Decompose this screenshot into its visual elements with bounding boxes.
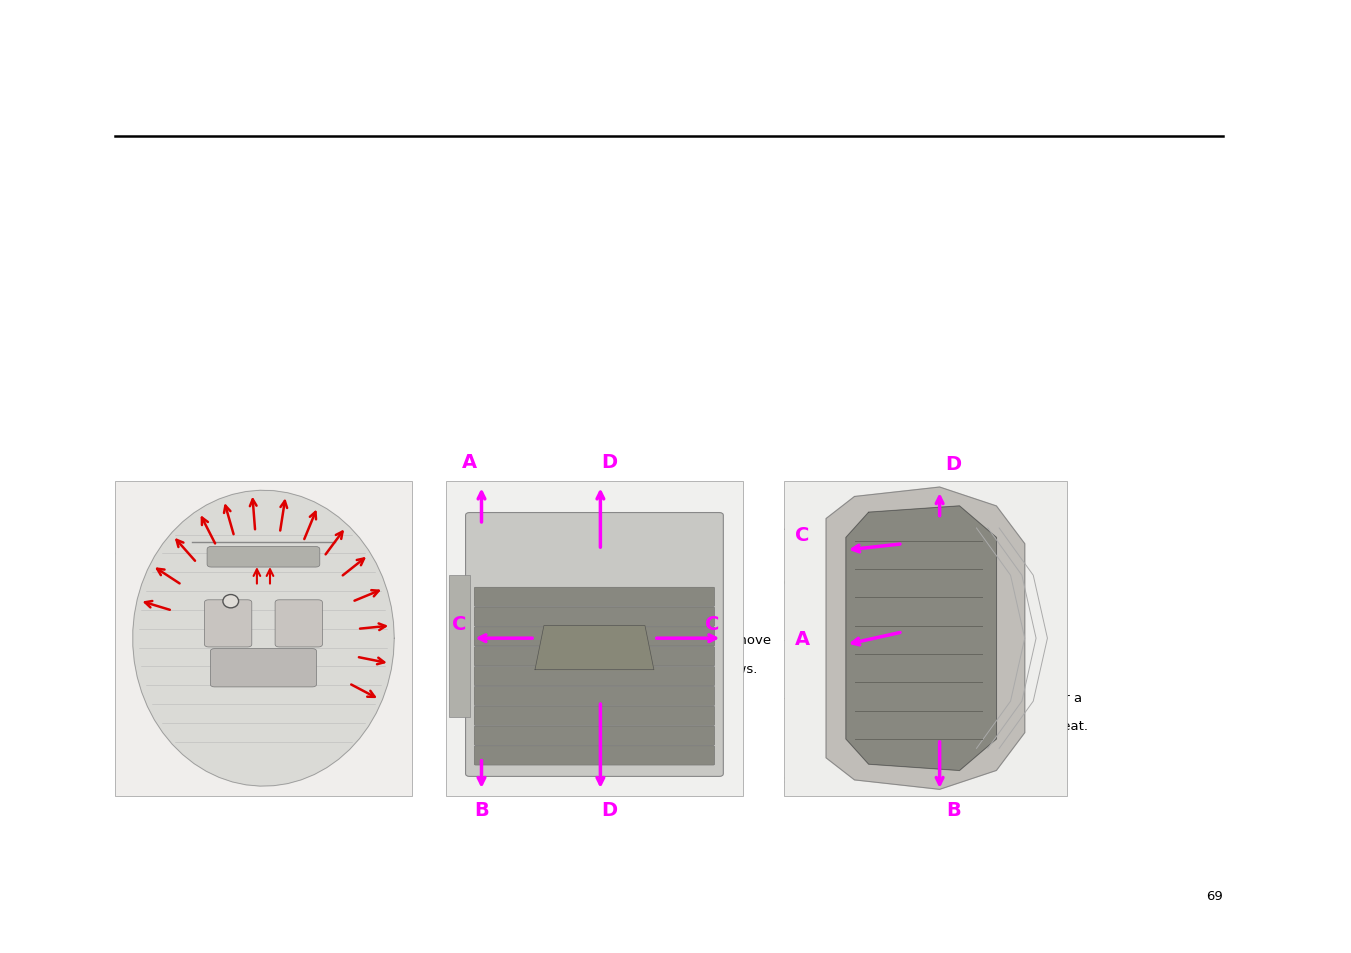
- Text: D.: D.: [453, 605, 469, 618]
- Text: 69: 69: [1206, 889, 1223, 902]
- Text: –: –: [453, 634, 459, 647]
- Text: Closed: Closed: [500, 548, 544, 561]
- Bar: [446, 481, 743, 796]
- FancyBboxPatch shape: [276, 600, 323, 647]
- FancyBboxPatch shape: [474, 706, 715, 725]
- Text: Open: Open: [500, 519, 535, 533]
- FancyBboxPatch shape: [204, 600, 251, 647]
- Ellipse shape: [223, 595, 239, 608]
- FancyBboxPatch shape: [474, 607, 715, 626]
- FancyBboxPatch shape: [474, 686, 715, 706]
- Text: B.: B.: [784, 548, 798, 561]
- Text: D: D: [946, 455, 962, 474]
- Text: different vents located throughout the car.: different vents located throughout the c…: [115, 546, 400, 559]
- Text: C.: C.: [784, 577, 798, 590]
- Text: Aim the outer vents outwards to remove: Aim the outer vents outwards to remove: [500, 634, 771, 647]
- FancyBboxPatch shape: [474, 627, 715, 646]
- FancyBboxPatch shape: [474, 667, 715, 686]
- Text: A: A: [462, 453, 477, 472]
- Text: B: B: [474, 801, 489, 820]
- Text: B: B: [947, 801, 961, 820]
- Text: Open: Open: [830, 519, 865, 533]
- Text: D.: D.: [784, 605, 800, 618]
- Text: comfortable climate in the rear seat.: comfortable climate in the rear seat.: [830, 720, 1088, 733]
- FancyBboxPatch shape: [474, 588, 715, 607]
- Bar: [784, 481, 1067, 796]
- FancyBboxPatch shape: [474, 647, 715, 666]
- Text: misting from the front side windows.: misting from the front side windows.: [500, 662, 758, 676]
- Polygon shape: [825, 488, 1024, 789]
- Text: –: –: [784, 691, 790, 704]
- Text: D: D: [601, 453, 617, 472]
- Text: A.: A.: [784, 519, 800, 533]
- FancyBboxPatch shape: [207, 547, 320, 567]
- Text: C: C: [451, 615, 466, 634]
- Bar: [115, 481, 412, 796]
- Text: Vertical airflow: Vertical airflow: [830, 605, 928, 618]
- Text: A: A: [794, 629, 811, 648]
- Text: Lateral airflow: Lateral airflow: [830, 577, 925, 590]
- FancyBboxPatch shape: [474, 726, 715, 745]
- Polygon shape: [132, 491, 394, 786]
- Text: Closed: Closed: [830, 548, 874, 561]
- FancyBboxPatch shape: [474, 746, 715, 765]
- Text: Bear in mind that small children can be: Bear in mind that small children can be: [784, 745, 1047, 759]
- Polygon shape: [846, 506, 996, 771]
- Polygon shape: [535, 626, 654, 670]
- Text: Aim the vents toward the rear side: Aim the vents toward the rear side: [830, 634, 1062, 647]
- Text: C.: C.: [453, 577, 467, 590]
- Text: windows to remove misting.: windows to remove misting.: [830, 662, 1031, 676]
- Text: B.: B.: [453, 548, 467, 561]
- Text: Aim the vents inwards in the car for a: Aim the vents inwards in the car for a: [830, 691, 1082, 704]
- FancyBboxPatch shape: [466, 513, 723, 777]
- Text: –: –: [784, 634, 790, 647]
- Text: D: D: [601, 801, 617, 820]
- Text: sensitive to airflow and draughts.: sensitive to airflow and draughts.: [784, 772, 1008, 785]
- FancyBboxPatch shape: [211, 649, 316, 687]
- Text: A.: A.: [453, 519, 469, 533]
- Text: Lateral airflow: Lateral airflow: [500, 577, 596, 590]
- Text: C: C: [794, 525, 809, 544]
- Text: Vertical airflow: Vertical airflow: [500, 605, 598, 618]
- Bar: [449, 576, 470, 717]
- Text: C: C: [705, 615, 719, 634]
- Text: Incoming air is distributed through several: Incoming air is distributed through seve…: [115, 519, 400, 533]
